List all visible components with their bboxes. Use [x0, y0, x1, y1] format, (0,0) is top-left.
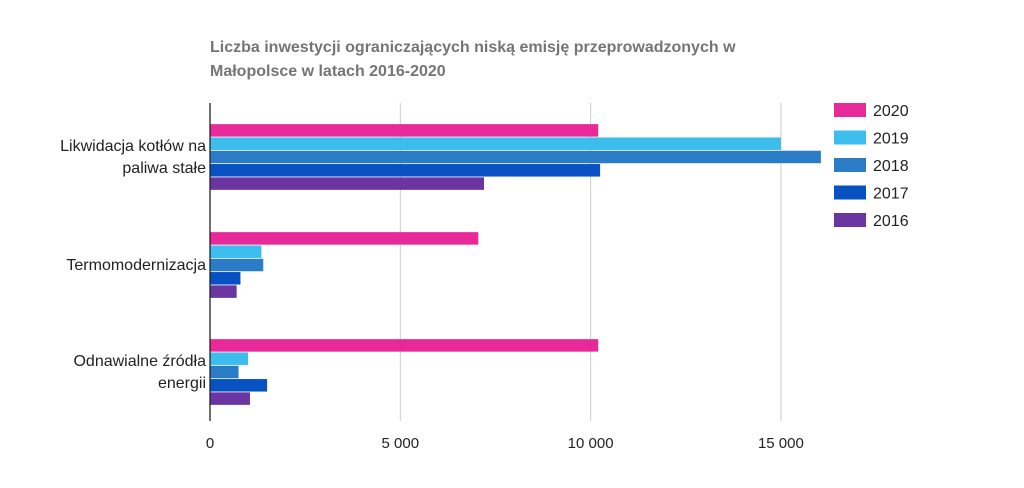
x-tick-label-0: 0 [206, 435, 214, 452]
bar-cat1-series-2016[interactable] [210, 285, 237, 298]
legend-label-2019: 2019 [873, 131, 909, 148]
bar-cat1-series-2018[interactable] [210, 258, 264, 272]
legend-label-2016: 2016 [873, 213, 909, 230]
legend-swatch-2020 [834, 103, 866, 117]
legend-item-2018[interactable]: 2018 [834, 158, 909, 175]
category-label-2-line-1: energii [158, 375, 206, 392]
legend-label-2020: 2020 [873, 103, 909, 120]
legend-label-2017: 2017 [873, 186, 909, 203]
bar-cat2-series-2020[interactable] [210, 339, 599, 352]
category-label-0-line-1: paliwa stałe [122, 160, 206, 177]
bar-cat1-series-2017[interactable] [210, 272, 241, 285]
x-tick-label-3: 15 000 [758, 435, 804, 452]
bars [210, 124, 821, 405]
category-label-1-line-0: Termomodernizacja [66, 257, 206, 274]
bar-cat2-series-2019[interactable] [210, 352, 249, 365]
bar-cat0-series-2018[interactable] [210, 150, 821, 164]
x-tick-label-1: 5 000 [382, 435, 420, 452]
bar-cat0-series-2016[interactable] [210, 177, 485, 190]
legend-swatch-2017 [834, 185, 866, 200]
legend-item-2019[interactable]: 2019 [834, 130, 909, 148]
chart-title-line-2: Małopolsce w latach 2016-2020 [210, 63, 446, 80]
category-label-0-line-0: Likwidacja kotłów na [60, 138, 206, 155]
chart-title-line-1: Liczba inwestycji ograniczających niską … [210, 39, 736, 56]
legend-swatch-2019 [834, 130, 866, 145]
chart-title: Liczba inwestycji ograniczających niską … [210, 39, 736, 80]
bar-cat2-series-2017[interactable] [210, 379, 268, 392]
category-labels: Likwidacja kotłów na paliwa stałe Termomod… [60, 138, 206, 392]
bar-cat2-series-2016[interactable] [210, 392, 250, 405]
legend-item-2017[interactable]: 2017 [834, 185, 909, 203]
legend-swatch-2018 [834, 158, 866, 172]
bar-cat1-series-2020[interactable] [210, 232, 479, 245]
legend-label-2018: 2018 [873, 158, 909, 175]
bar-cat0-series-2020[interactable] [210, 124, 599, 137]
bar-cat0-series-2019[interactable] [210, 137, 781, 150]
bar-cat2-series-2018[interactable] [210, 365, 239, 379]
gridlines [399, 103, 782, 421]
bar-cat1-series-2019[interactable] [210, 245, 262, 258]
legend-item-2016[interactable]: 2016 [834, 213, 909, 230]
bar-cat0-series-2017[interactable] [210, 164, 601, 177]
category-label-2-line-0: Odnawialne źródła [73, 353, 206, 370]
legend-swatch-2016 [834, 213, 866, 227]
legend[interactable]: 2020 2019 2018 2017 2016 [834, 103, 909, 230]
legend-item-2020[interactable]: 2020 [834, 103, 909, 120]
x-tick-label-2: 10 000 [568, 435, 614, 452]
x-tick-labels: 0 5 000 10 000 15 000 [206, 435, 804, 452]
